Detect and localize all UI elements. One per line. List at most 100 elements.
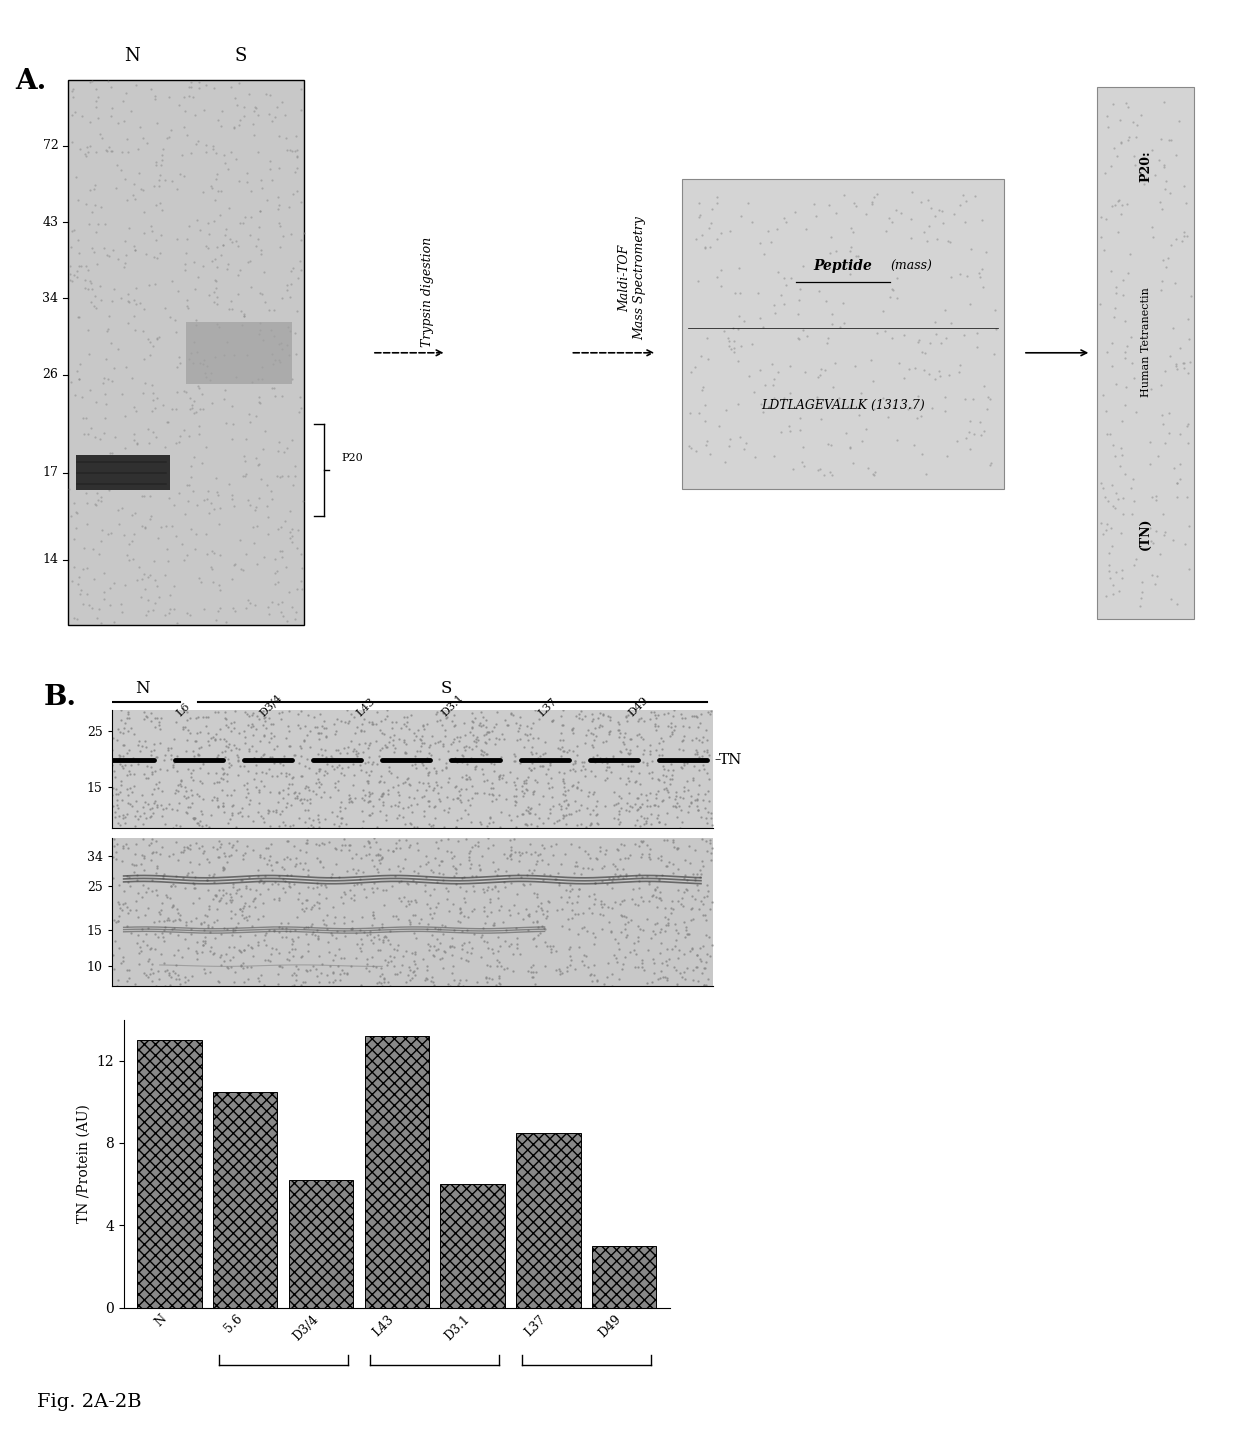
Point [215,801,234,824]
Point [451,946,471,969]
Point [146,193,166,216]
Point [150,901,170,924]
Point [663,759,683,782]
Point [567,704,587,727]
Point [888,287,908,310]
Point [642,750,662,773]
Point [219,298,239,321]
Point [248,454,268,477]
Point [787,327,807,350]
Point [146,229,166,252]
Point [394,732,414,755]
Point [665,795,684,818]
Point [148,959,167,982]
Point [423,724,443,747]
Point [365,906,384,929]
Point [825,351,844,374]
Point [374,949,394,972]
Point [439,700,459,723]
Point [532,899,552,922]
Point [503,943,523,966]
Point [1171,337,1190,360]
Point [670,962,689,985]
Point [246,740,265,763]
Point [157,909,177,932]
Point [117,243,136,266]
Point [232,900,252,923]
Point [246,593,265,616]
Point [616,706,636,729]
Point [145,937,165,960]
Point [102,96,122,120]
Point [241,936,260,959]
Point [175,418,195,441]
Point [295,755,315,778]
Point [305,894,325,917]
Point [215,858,234,881]
Point [658,780,678,804]
Point [491,955,511,978]
Point [463,865,482,888]
Point [351,873,371,896]
Point [463,900,482,923]
Point [564,855,584,878]
Point [241,204,260,228]
Point [203,570,223,593]
Point [205,884,224,907]
Point [239,737,259,760]
Point [446,861,466,884]
Point [697,811,717,834]
Point [298,832,317,855]
Point [1130,595,1149,618]
Point [526,841,546,864]
Point [286,785,306,808]
Point [672,756,692,779]
Point [501,842,521,865]
Point [135,516,155,539]
Point [549,809,569,832]
Point [663,831,683,854]
Point [79,71,99,94]
Point [118,871,138,894]
Point [250,746,270,769]
Point [277,796,296,819]
Point [179,863,198,886]
Point [115,575,135,598]
Point [309,811,329,834]
Point [497,847,517,870]
Point [146,386,166,409]
Point [1173,229,1193,252]
Point [621,760,641,783]
Point [186,706,206,729]
Point [582,701,601,724]
Point [575,757,595,780]
Point [201,491,221,514]
Point [1115,395,1135,418]
Point [203,138,223,161]
Point [315,739,335,762]
Point [339,711,358,734]
Point [534,837,554,860]
Point [518,903,538,926]
Point [636,809,656,832]
Point [585,926,605,949]
Point [260,150,280,173]
Point [407,815,427,838]
Point [449,730,469,753]
Point [89,598,109,621]
Point [629,914,649,937]
Point [100,442,120,465]
Point [145,759,165,782]
Point [615,847,635,870]
Point [110,158,130,181]
Point [196,235,216,258]
Point [553,739,573,762]
Point [255,948,275,971]
Point [295,971,315,994]
Point [384,946,404,969]
Point [66,501,86,524]
Point [291,577,311,600]
Point [500,865,520,888]
Point [816,289,836,312]
Point [482,850,502,873]
